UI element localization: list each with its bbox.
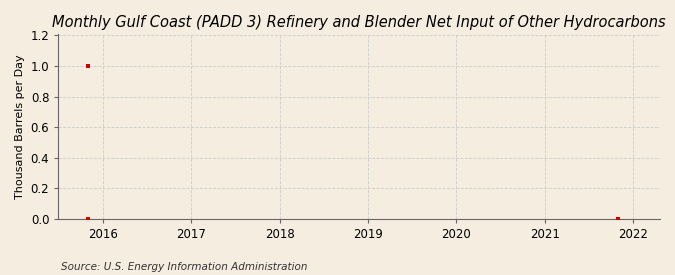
- Y-axis label: Thousand Barrels per Day: Thousand Barrels per Day: [15, 54, 25, 199]
- Point: [82, 64, 93, 68]
- Point: [613, 216, 624, 221]
- Title: Monthly Gulf Coast (PADD 3) Refinery and Blender Net Input of Other Hydrocarbons: Monthly Gulf Coast (PADD 3) Refinery and…: [53, 15, 666, 30]
- Point: [82, 216, 93, 221]
- Text: Source: U.S. Energy Information Administration: Source: U.S. Energy Information Administ…: [61, 262, 307, 272]
